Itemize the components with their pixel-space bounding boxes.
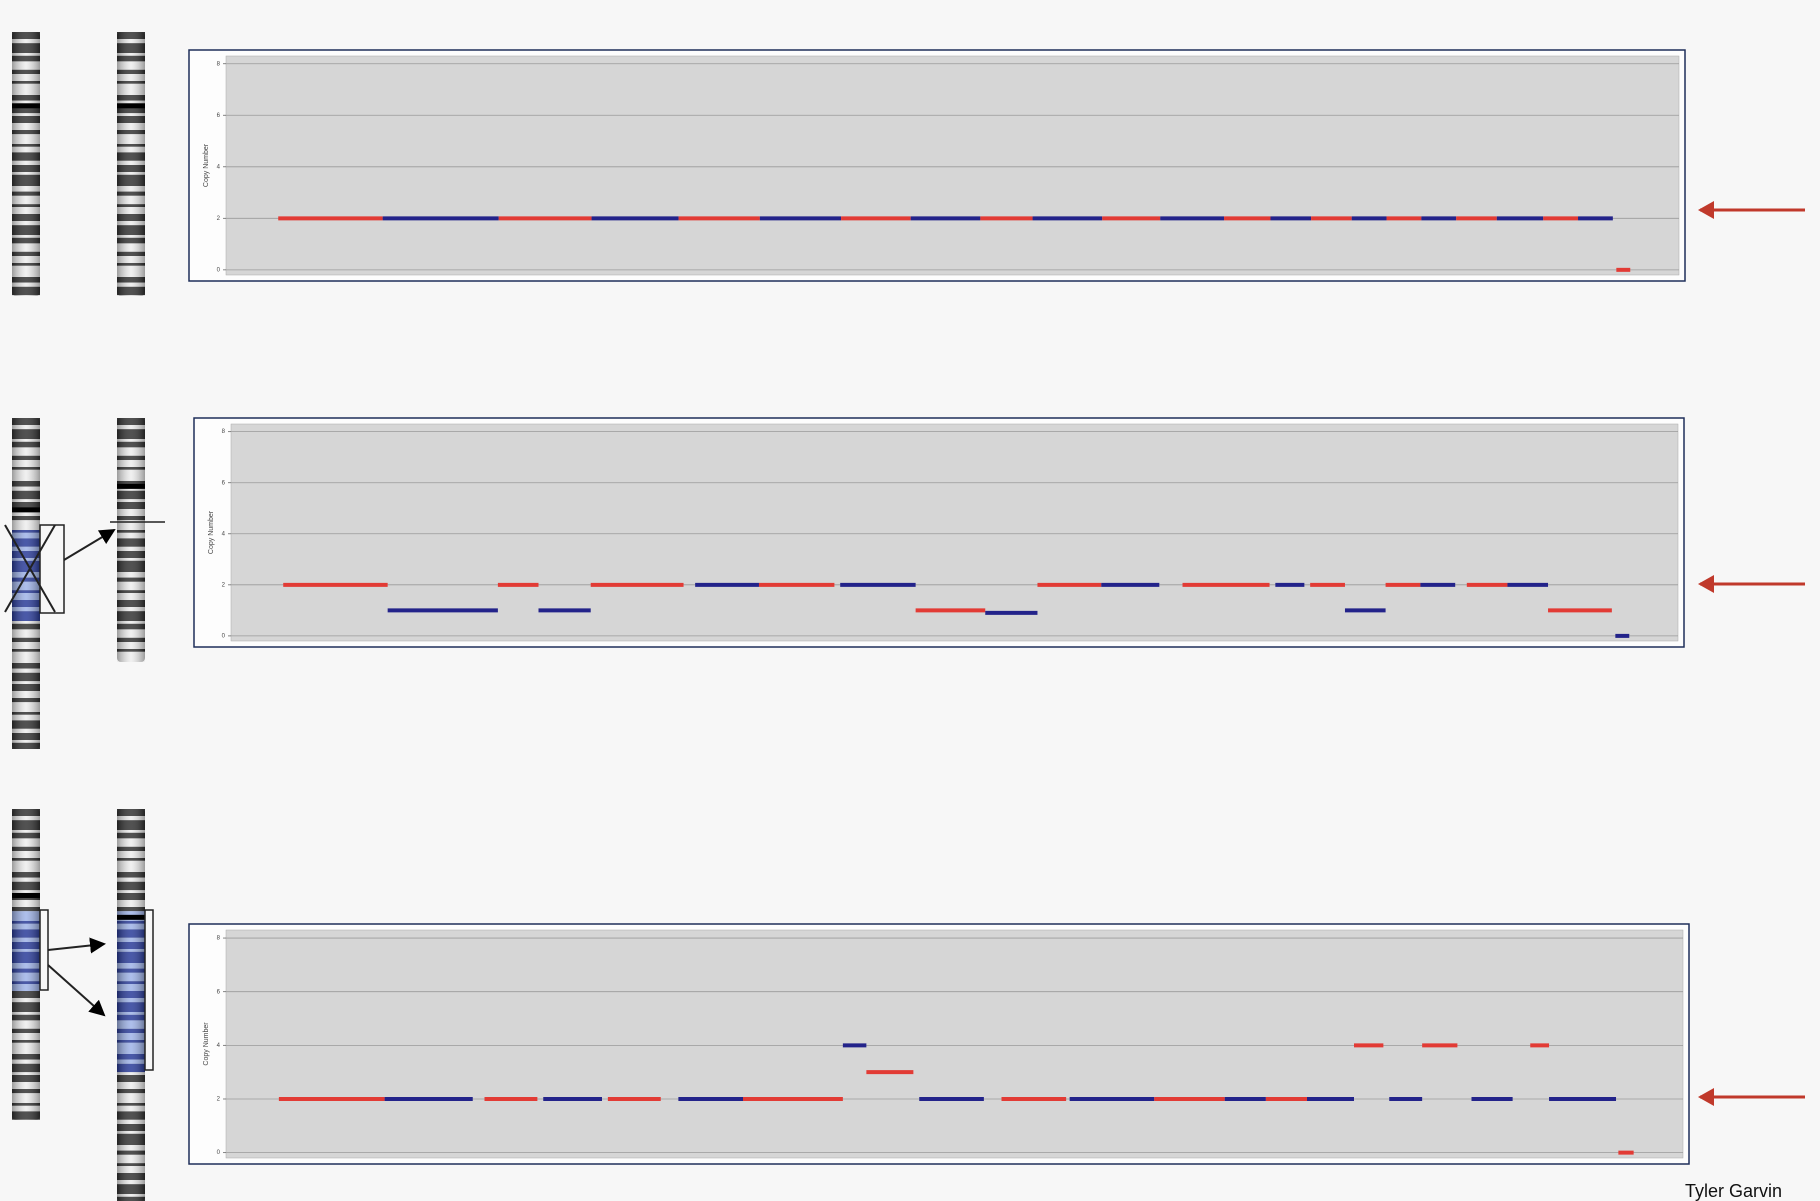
- chromosome-shade: [12, 809, 40, 1120]
- page: {"chart_data": [ {"type": "segment", "yl…: [0, 0, 1820, 1201]
- chromosome-shade: [117, 809, 145, 1201]
- red-arrow-head: [1698, 575, 1714, 593]
- chromosome: [12, 418, 40, 749]
- figure: 02468Copy Number 02468Copy Number 02468Cop…: [0, 0, 1820, 1201]
- chromosome-shade: [12, 418, 40, 749]
- centromere: [117, 915, 145, 920]
- centromere: [12, 507, 40, 512]
- plot-area: [226, 56, 1679, 275]
- red-arrow-head: [1698, 1088, 1714, 1106]
- y-axis-label: Copy Number: [208, 510, 215, 554]
- plot-area: [226, 930, 1683, 1158]
- centromere: [117, 103, 145, 108]
- chromosome: [117, 418, 145, 662]
- y-axis-label: Copy Number: [203, 143, 210, 187]
- arrow: [48, 965, 104, 1015]
- chromosome: [117, 809, 145, 1201]
- red-arrow-head: [1698, 201, 1714, 219]
- chromosome-shade: [12, 32, 40, 296]
- centromere: [12, 893, 40, 898]
- y-axis-label: Copy Number: [203, 1022, 210, 1066]
- centromere: [117, 484, 145, 489]
- bracket: [145, 910, 153, 1070]
- arrow: [64, 530, 114, 560]
- centromere: [12, 103, 40, 108]
- chromosome-shade: [117, 32, 145, 296]
- chromosome: [117, 32, 145, 296]
- credit: Tyler Garvin: [1685, 1181, 1782, 1201]
- chromosome: [12, 809, 40, 1120]
- ideograms: [5, 32, 165, 1201]
- bracket: [40, 525, 64, 613]
- chromosome: [12, 32, 40, 296]
- annotations: Tyler Garvin: [1685, 201, 1805, 1201]
- bracket: [40, 910, 48, 990]
- chromosome-shade: [117, 418, 145, 662]
- arrow: [48, 944, 104, 950]
